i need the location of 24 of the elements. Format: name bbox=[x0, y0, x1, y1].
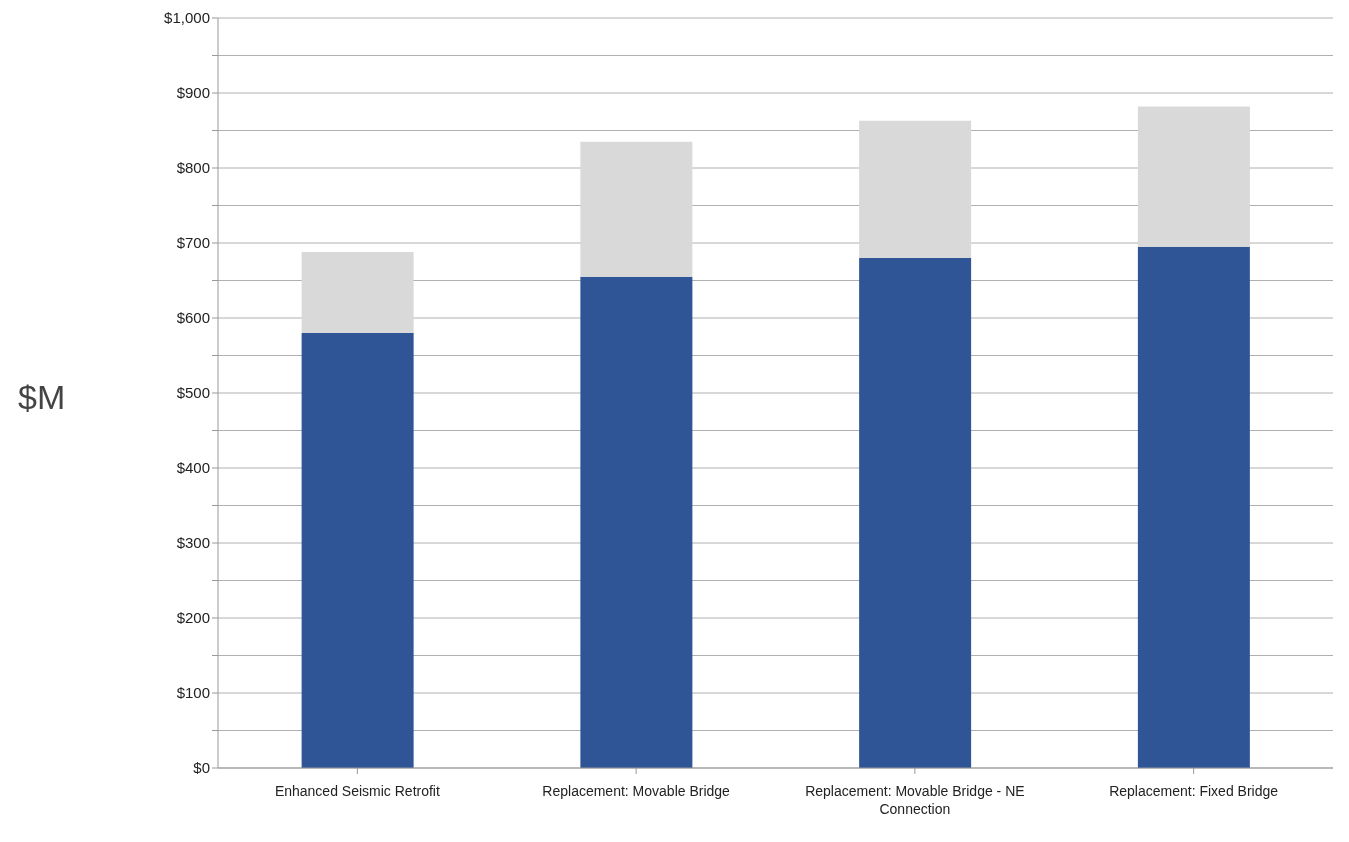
y-axis-title: $M bbox=[18, 378, 66, 417]
x-tick-label: Replacement: Movable Bridge - NE Connection bbox=[805, 783, 1025, 817]
y-tick-label: $1,000 bbox=[164, 9, 210, 27]
bar bbox=[580, 141, 693, 277]
y-tick-label: $200 bbox=[176, 609, 210, 627]
x-tick-label: Replacement: Movable Bridge bbox=[542, 783, 731, 799]
x-tick-label: Enhanced Seismic Retrofit bbox=[274, 783, 440, 799]
y-tick-label: $100 bbox=[176, 684, 210, 702]
y-tick-label: $600 bbox=[176, 309, 210, 327]
bar bbox=[1137, 106, 1250, 247]
bar bbox=[859, 120, 972, 258]
y-tick-label: $900 bbox=[176, 84, 210, 102]
bar bbox=[301, 252, 414, 333]
bar bbox=[301, 333, 414, 768]
y-tick-label: $400 bbox=[176, 459, 210, 477]
bar bbox=[580, 276, 693, 768]
y-tick-label: $500 bbox=[176, 384, 210, 402]
x-tick-label: Replacement: Fixed Bridge bbox=[1109, 783, 1279, 799]
bar bbox=[859, 258, 972, 768]
bar bbox=[1137, 246, 1250, 768]
y-tick-label: $700 bbox=[176, 234, 210, 252]
y-tick-label: $0 bbox=[193, 759, 210, 777]
y-tick-label: $300 bbox=[176, 534, 210, 552]
y-tick-label: $800 bbox=[176, 159, 210, 177]
